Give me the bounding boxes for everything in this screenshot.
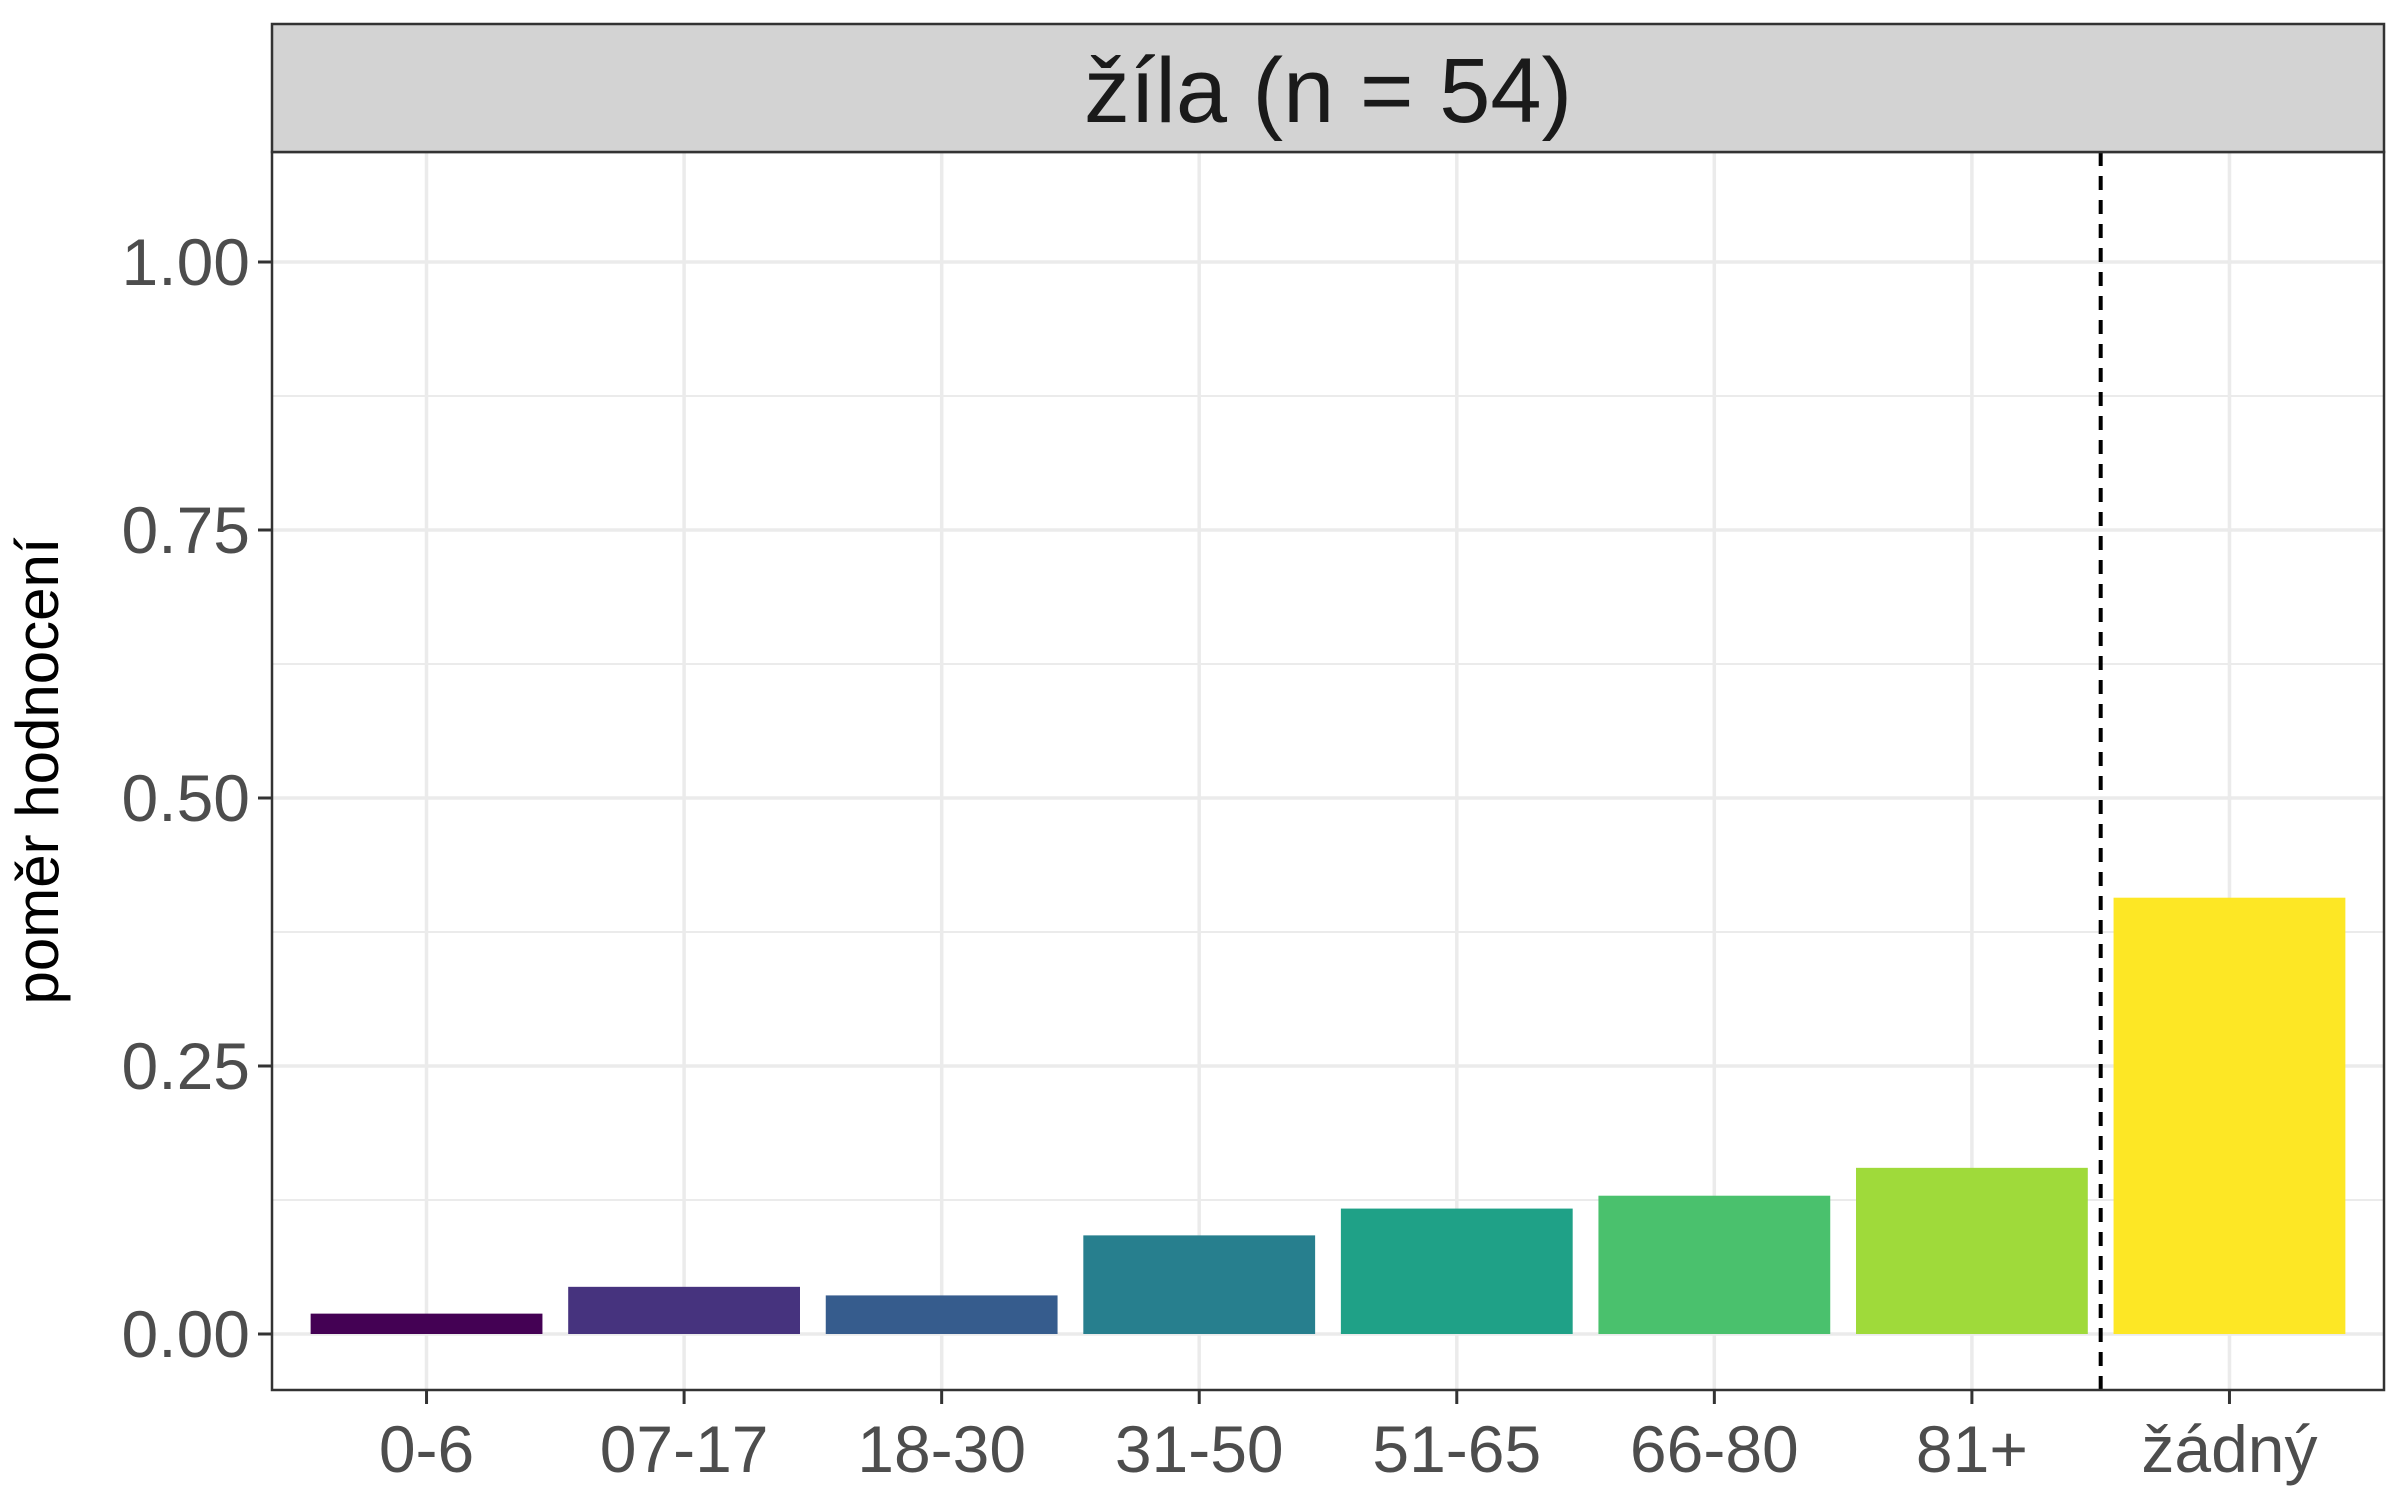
bar-66-80 [1598,1195,1831,1334]
y-tick-label: 0.00 [122,1297,250,1371]
x-tick-label: 66-80 [1630,1412,1799,1486]
bar-0-6 [310,1313,543,1334]
x-tick-label: žádný [2141,1412,2317,1486]
x-tick-label: 18-30 [857,1412,1026,1486]
bars [310,897,2346,1334]
bar-žádný [2113,897,2346,1334]
y-tick-label: 1.00 [122,225,250,299]
bar-81+ [1856,1167,2088,1334]
facet-strip: žíla (n = 54) [270,22,2386,154]
x-tick-label: 81+ [1916,1412,2028,1486]
facet-strip-background [270,22,2386,154]
y-tick-label: 0.75 [122,493,250,567]
bar-18-30 [825,1295,1058,1334]
bar-51-65 [1340,1208,1573,1334]
x-tick-label: 0-6 [379,1412,474,1486]
y-tick-label: 0.50 [122,761,250,835]
x-tick-label: 31-50 [1115,1412,1284,1486]
x-tick-label: 07-17 [600,1412,769,1486]
major-gridlines [272,152,2384,1390]
y-axis: 0.00 0.25 0.50 0.75 1.00 [122,225,272,1371]
y-tick-label: 0.25 [122,1029,250,1103]
y-axis-title: poměr hodnocení [4,537,71,1004]
bar-31-50 [1083,1235,1316,1334]
x-axis: 0-6 07-17 18-30 31-50 51-65 66-80 81+ žádný [379,1390,2318,1486]
facet-strip-label: žíla (n = 54) [1084,40,1572,142]
bar-07-17 [568,1286,800,1334]
x-tick-label: 51-65 [1372,1412,1541,1486]
